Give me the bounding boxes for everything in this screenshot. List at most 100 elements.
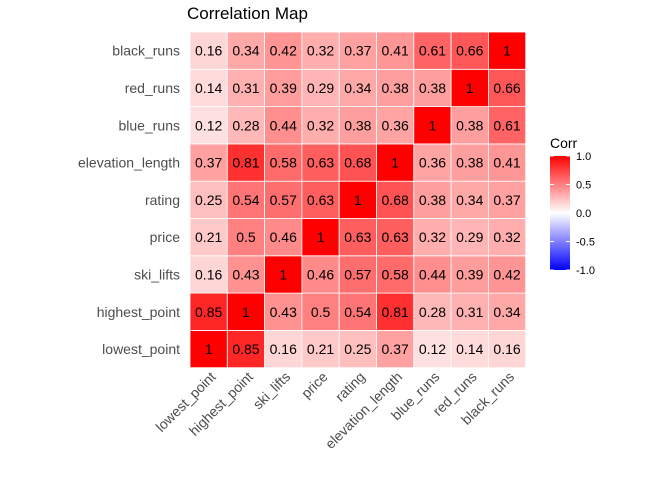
cell-value-label: 0.34	[493, 304, 520, 320]
cell-value-label: 0.32	[307, 43, 334, 59]
cell-value-label: 0.57	[270, 192, 297, 208]
cell-value-label: 0.25	[195, 192, 222, 208]
heatmap-cell	[376, 255, 415, 294]
cell-value-label: 0.38	[344, 117, 371, 133]
y-tick-label: price	[150, 229, 181, 245]
heatmap-cell	[264, 68, 303, 108]
heatmap-cell	[450, 143, 489, 182]
cell-value-label: 0.63	[307, 155, 334, 171]
cell-value-label: 0.32	[419, 229, 446, 245]
cell-value-label: 0.31	[456, 304, 483, 320]
x-tick-label: price	[298, 368, 331, 401]
cell-value-label: 0.68	[382, 192, 409, 208]
heatmap-cell	[226, 218, 266, 257]
cell-value-label: 0.37	[344, 43, 371, 59]
cell-value-label: 0.37	[382, 341, 409, 357]
heatmap-cell	[226, 329, 266, 369]
heatmap-cell	[264, 143, 303, 182]
heatmap-cell	[413, 143, 452, 182]
heatmap-cell	[338, 292, 377, 331]
cell-value-label: 0.58	[382, 266, 409, 282]
heatmap-cell	[450, 31, 489, 70]
cell-value-label: 0.5	[311, 304, 331, 320]
cell-value-label: 0.34	[456, 192, 483, 208]
cell-value-label: 0.44	[419, 266, 446, 282]
cell-value-label: 0.5	[236, 229, 256, 245]
heatmap-cell	[487, 143, 527, 182]
cell-value-label: 0.58	[270, 155, 297, 171]
cell-value-label: 0.81	[382, 304, 409, 320]
cell-value-label: 0.31	[232, 80, 259, 96]
cell-value-label: 0.41	[382, 43, 409, 59]
cell-value-label: 0.46	[307, 266, 334, 282]
heatmap-cell	[487, 106, 527, 145]
cell-value-label: 0.28	[419, 304, 446, 320]
cell-value-label: 0.66	[456, 43, 483, 59]
cell-value-label: 0.81	[232, 155, 259, 171]
heatmap-cell	[487, 180, 527, 219]
cell-value-label: 0.39	[456, 266, 483, 282]
legend-title: Corr	[550, 135, 578, 151]
cell-value-label: 0.61	[493, 117, 520, 133]
cell-value-label: 0.61	[419, 43, 446, 59]
cell-value-label: 0.32	[493, 229, 520, 245]
cell-value-label: 0.44	[270, 117, 297, 133]
heatmap-cell	[264, 292, 303, 331]
cell-value-label: 0.85	[195, 304, 222, 320]
cell-value-label: 0.36	[419, 155, 446, 171]
cell-value-label: 0.12	[195, 117, 222, 133]
cell-value-label: 0.43	[232, 266, 259, 282]
heatmap-cell	[226, 180, 266, 219]
heatmap-cell	[450, 329, 489, 369]
heatmap-cell	[450, 68, 489, 108]
y-tick-label: elevation_length	[78, 155, 180, 171]
cell-value-label: 0.16	[195, 43, 222, 59]
heatmap-cell	[189, 68, 228, 108]
heatmap-cell	[301, 106, 340, 145]
cell-value-label: 0.29	[307, 80, 334, 96]
heatmap-cell	[264, 218, 303, 257]
cell-value-label: 1	[317, 229, 325, 245]
cell-value-label: 0.38	[419, 80, 446, 96]
cell-value-label: 0.63	[382, 229, 409, 245]
cell-value-label: 0.57	[344, 266, 371, 282]
cell-value-label: 0.63	[307, 192, 334, 208]
heatmap-cell	[487, 31, 527, 70]
cell-value-label: 0.34	[232, 43, 259, 59]
heatmap-cell	[487, 329, 527, 369]
cell-value-label: 0.14	[456, 341, 483, 357]
cell-value-label: 0.43	[270, 304, 297, 320]
heatmap-cell	[487, 292, 527, 331]
cell-value-label: 0.39	[270, 80, 297, 96]
cell-value-label: 0.37	[493, 192, 520, 208]
cell-value-label: 0.85	[232, 341, 259, 357]
heatmap-cell	[226, 106, 266, 145]
cell-value-label: 0.16	[493, 341, 520, 357]
heatmap-cell	[413, 329, 452, 369]
heatmap-cell	[189, 106, 228, 145]
heatmap-cell	[301, 68, 340, 108]
x-tick-label: ski_lifts	[250, 369, 294, 413]
cell-value-label: 0.12	[419, 341, 446, 357]
cell-value-label: 0.46	[270, 229, 297, 245]
heatmap-cell	[301, 31, 340, 70]
heatmap-cell	[338, 180, 377, 219]
cell-value-label: 0.66	[493, 80, 520, 96]
cell-value-label: 0.42	[493, 266, 520, 282]
heatmap-cell	[189, 31, 228, 70]
cell-value-label: 1	[279, 266, 287, 282]
cell-value-label: 1	[242, 304, 250, 320]
heatmap-cell	[338, 218, 377, 257]
cell-value-label: 0.36	[382, 117, 409, 133]
cell-value-label: 0.21	[307, 341, 334, 357]
heatmap-cell	[450, 180, 489, 219]
y-tick-label: rating	[145, 192, 180, 208]
cell-value-label: 0.16	[270, 341, 297, 357]
legend-tick-label: 1.0	[576, 151, 591, 163]
cell-value-label: 0.14	[195, 80, 222, 96]
cell-value-label: 1	[205, 341, 213, 357]
legend-tick-label: 0.0	[576, 208, 591, 220]
y-tick-label: highest_point	[97, 304, 180, 320]
cell-value-label: 0.16	[195, 266, 222, 282]
